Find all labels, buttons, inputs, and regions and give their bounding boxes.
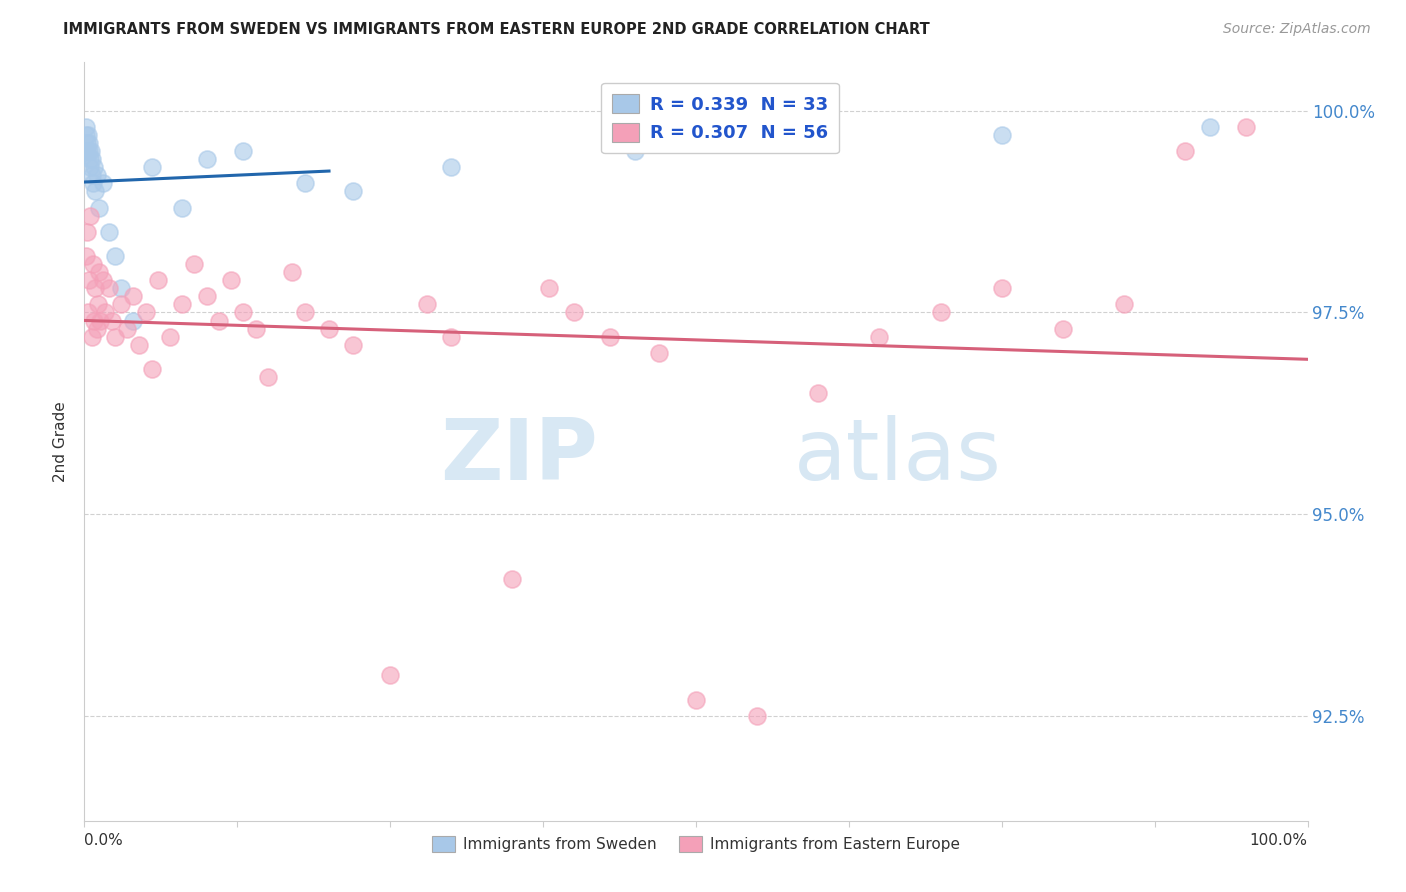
Point [1052,321,1074,335]
Point [440,329,463,343]
Point [1236,120,1258,134]
Point [75,120,97,134]
Point [342,337,364,351]
Point [110,281,132,295]
Point [83,161,105,175]
Point [82,177,104,191]
Point [89,313,111,327]
Point [122,313,145,327]
Point [648,346,671,360]
Point [97,225,120,239]
Point [135,305,157,319]
Point [257,370,280,384]
Point [77,273,100,287]
Point [80,144,103,158]
Point [87,201,110,215]
Point [141,362,163,376]
Point [110,297,132,311]
Point [86,169,108,183]
Text: 0.0%: 0.0% [84,833,124,847]
Text: atlas: atlas [794,415,1002,499]
Point [159,329,181,343]
Point [807,136,830,150]
Point [929,305,952,319]
Point [87,265,110,279]
Point [79,161,101,175]
Point [502,572,524,586]
Point [747,708,769,723]
Point [77,144,100,158]
Point [115,321,138,335]
Point [599,329,621,343]
Text: ZIP: ZIP [440,415,598,499]
Point [86,321,108,335]
Legend: Immigrants from Sweden, Immigrants from Eastern Europe: Immigrants from Sweden, Immigrants from … [426,830,966,858]
Point [101,313,124,327]
Point [195,289,218,303]
Point [104,329,127,343]
Point [807,386,830,401]
Point [76,144,98,158]
Y-axis label: 2nd Grade: 2nd Grade [53,401,69,482]
Point [991,281,1014,295]
Point [77,136,100,150]
Point [281,265,304,279]
Text: Source: ZipAtlas.com: Source: ZipAtlas.com [1223,22,1371,37]
Point [195,153,218,167]
Point [562,305,585,319]
Point [146,273,169,287]
Point [538,281,561,295]
Point [172,201,194,215]
Point [172,297,194,311]
Point [318,321,340,335]
Point [76,225,98,239]
Point [685,692,707,706]
Point [991,128,1014,142]
Point [416,297,439,311]
Point [219,273,242,287]
Point [82,153,104,167]
Point [245,321,267,335]
Point [84,281,107,295]
Point [342,185,364,199]
Text: IMMIGRANTS FROM SWEDEN VS IMMIGRANTS FROM EASTERN EUROPE 2ND GRADE CORRELATION C: IMMIGRANTS FROM SWEDEN VS IMMIGRANTS FRO… [63,22,929,37]
Point [79,153,101,167]
Point [380,668,402,682]
Point [1174,144,1197,158]
Point [122,289,145,303]
Point [294,305,316,319]
Point [77,128,100,142]
Point [869,329,891,343]
Point [87,297,110,311]
Point [75,128,97,142]
Point [128,337,150,351]
Point [104,249,127,263]
Point [1114,297,1136,311]
Point [183,257,205,271]
Point [97,281,120,295]
Point [82,257,104,271]
Point [79,209,101,223]
Point [91,177,114,191]
Point [75,249,97,263]
Point [94,305,117,319]
Point [294,177,316,191]
Point [208,313,231,327]
Point [440,161,463,175]
Point [1198,120,1220,134]
Point [91,273,114,287]
Point [624,144,647,158]
Text: 100.0%: 100.0% [1250,833,1308,847]
Point [141,161,163,175]
Point [232,144,254,158]
Point [76,136,98,150]
Point [232,305,254,319]
Point [77,305,100,319]
Point [80,169,103,183]
Point [84,185,107,199]
Point [80,329,103,343]
Point [83,313,105,327]
